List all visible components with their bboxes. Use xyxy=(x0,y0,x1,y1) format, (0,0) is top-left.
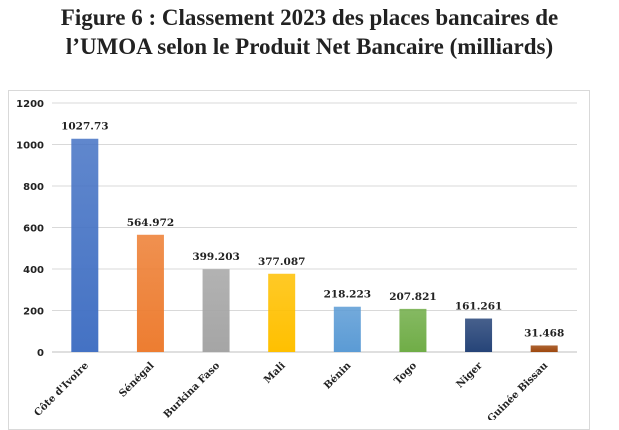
bar-2 xyxy=(202,269,230,352)
bar-4 xyxy=(333,306,361,352)
data-label: 377.087 xyxy=(258,256,306,268)
chart-title-line1: Figure 6 : Classement 2023 des places ba… xyxy=(60,5,559,30)
x-tick-label: Bénin xyxy=(322,360,354,392)
x-tick-label: Sénégal xyxy=(117,360,156,399)
y-tick-label: 200 xyxy=(23,307,44,318)
bar-chart: 0 200 400 600 800 1000 1200 1027.73 Côte d'Ivoir… xyxy=(16,99,577,420)
x-tick-label: Togo xyxy=(392,360,419,387)
bar-3 xyxy=(268,273,296,352)
x-tick-label: Niger xyxy=(455,360,486,391)
data-label: 31.468 xyxy=(524,327,564,339)
x-tick-label: Burkina Faso xyxy=(162,360,223,420)
bar-5 xyxy=(399,308,427,352)
data-label: 161.261 xyxy=(455,301,503,313)
data-label: 564.972 xyxy=(127,217,175,229)
data-label: 1027.73 xyxy=(61,121,109,133)
x-tick-label: Guinée Bissau xyxy=(486,360,551,420)
bar-0 xyxy=(71,138,99,352)
data-label: 218.223 xyxy=(324,289,372,301)
chart-title-line2: l’UMOA selon le Produit Net Bancaire (mi… xyxy=(65,34,554,59)
y-tick-label: 400 xyxy=(23,265,44,276)
y-tick-label: 600 xyxy=(23,224,44,235)
y-tick-label: 800 xyxy=(23,182,44,193)
data-label: 207.821 xyxy=(389,291,437,303)
bar-7 xyxy=(530,345,558,352)
y-tick-label: 1000 xyxy=(16,141,44,152)
y-tick-label: 1200 xyxy=(16,99,44,110)
bar-1 xyxy=(136,234,164,352)
bar-6 xyxy=(465,318,493,352)
y-tick-label: 0 xyxy=(37,348,44,359)
x-tick-label: Mali xyxy=(262,360,288,386)
x-tick-label: Côte d'Ivoire xyxy=(32,360,91,419)
data-label: 399.203 xyxy=(192,251,240,263)
